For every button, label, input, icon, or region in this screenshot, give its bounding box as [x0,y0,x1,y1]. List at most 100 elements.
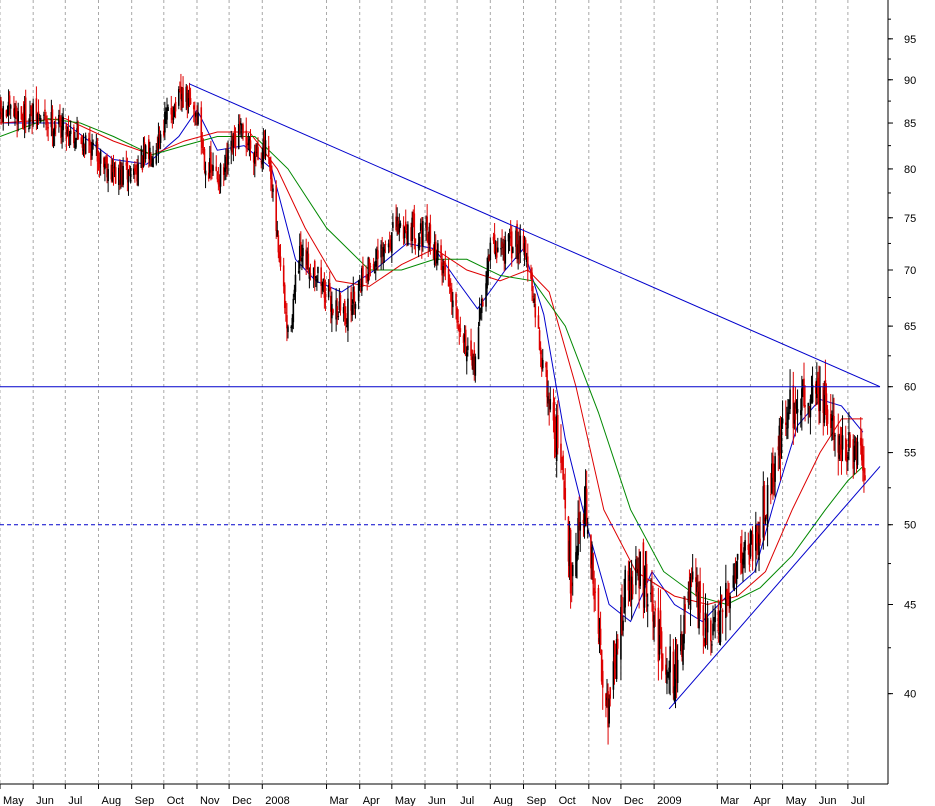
price-bar-body [83,144,86,150]
price-bar-body [16,113,18,125]
price-bar-body [65,123,68,139]
price-bar-body [793,402,796,424]
price-bar-body [30,107,32,109]
price-bar-body [275,185,278,231]
price-bar-body [606,697,608,701]
price-bar-body [839,444,842,455]
price-bar-body [421,229,423,247]
price-bar-body [429,224,432,244]
price-bar-body [502,247,504,249]
price-bar-body [546,369,548,398]
price-bar-body [751,534,754,562]
price-bar-body [105,157,107,162]
price-bar-body [844,438,847,461]
price-bar-body [195,112,197,118]
price-bar-body [583,505,586,528]
x-tick-label: Jun [428,795,446,806]
price-bar-body [365,276,367,279]
price-bar-body [789,389,791,410]
price-bar-body [404,221,407,231]
price-bar-body [780,429,783,454]
price-bar-body [337,315,340,317]
price-bar-body [777,446,780,451]
price-bar-body [796,408,799,413]
price-bar-body [687,591,690,603]
price-bar-body [347,298,349,331]
price-bar-body [402,224,405,239]
price-bar-body [465,352,468,362]
price-bar-body [562,455,564,480]
price-bar-body [538,330,541,350]
price-bar-body [374,260,377,267]
price-bar-body [181,93,183,102]
x-tick-label: Nov [200,795,220,806]
price-bar-body [497,247,499,252]
price-bar-body [480,298,483,314]
price-bar-body [391,232,393,253]
price-bar-body [584,485,587,512]
price-bars [0,73,866,745]
price-bar-body [652,603,654,622]
price-bar-body [698,591,700,629]
price-bar-body [742,558,744,565]
price-bar-body [120,169,122,185]
price-bar-body [854,441,857,443]
price-bar-body [172,117,175,120]
price-bar-body [158,133,161,138]
price-bar-body [53,127,56,135]
price-bar-body [204,170,207,176]
price-bar-body [346,325,348,328]
price-bar-body [801,388,803,411]
price-bar-body [14,107,16,119]
price-bar-body [226,153,228,167]
price-bar-body [714,610,716,623]
price-bar-body [434,241,437,259]
price-bar-body [144,145,147,160]
price-bar-body [766,485,769,527]
price-bar-body [735,561,738,585]
price-bar-body [511,247,514,253]
price-bar-body [95,141,98,148]
price-bar-body [597,588,600,634]
price-bar-body [623,597,625,614]
x-tick-label: Apr [753,795,770,806]
price-bar-body [387,243,390,248]
price-bar-body [392,222,394,228]
price-bar-body [650,592,652,595]
price-bar-body [515,230,517,247]
price-bar-body [744,540,746,551]
price-bar-body [39,117,42,121]
price-bar-body [54,124,57,129]
price-bar-body [644,568,647,580]
price-bar-body [306,251,309,265]
price-bar-body [470,340,472,357]
price-bar-body [628,575,631,581]
price-bar-body [734,566,737,584]
price-bar-body [67,129,70,138]
price-bar-body [413,213,416,239]
price-bar-body [52,131,55,136]
price-bar-body [549,399,552,410]
price-bar-body [456,307,458,323]
price-bar-body [856,441,859,466]
price-bar-body [156,146,159,148]
price-bar-body [302,247,304,257]
price-bar-body [740,543,742,563]
price-bar-body [263,136,266,152]
price-bar-body [300,241,302,257]
price-bar-body [260,161,263,163]
price-bar-body [107,169,109,182]
price-bar-body [209,157,211,173]
price-bar-body [608,698,610,724]
price-bar-body [433,242,436,265]
moving-average-line [0,118,864,606]
x-tick-label: Jul [68,795,82,806]
price-bar-body [547,396,549,404]
price-bar-body [368,258,371,273]
price-bar-body [702,605,705,636]
price-bar-body [58,114,60,125]
price-bar-body [359,290,362,292]
price-bar-body [807,402,810,414]
price-bar-body [32,103,34,124]
